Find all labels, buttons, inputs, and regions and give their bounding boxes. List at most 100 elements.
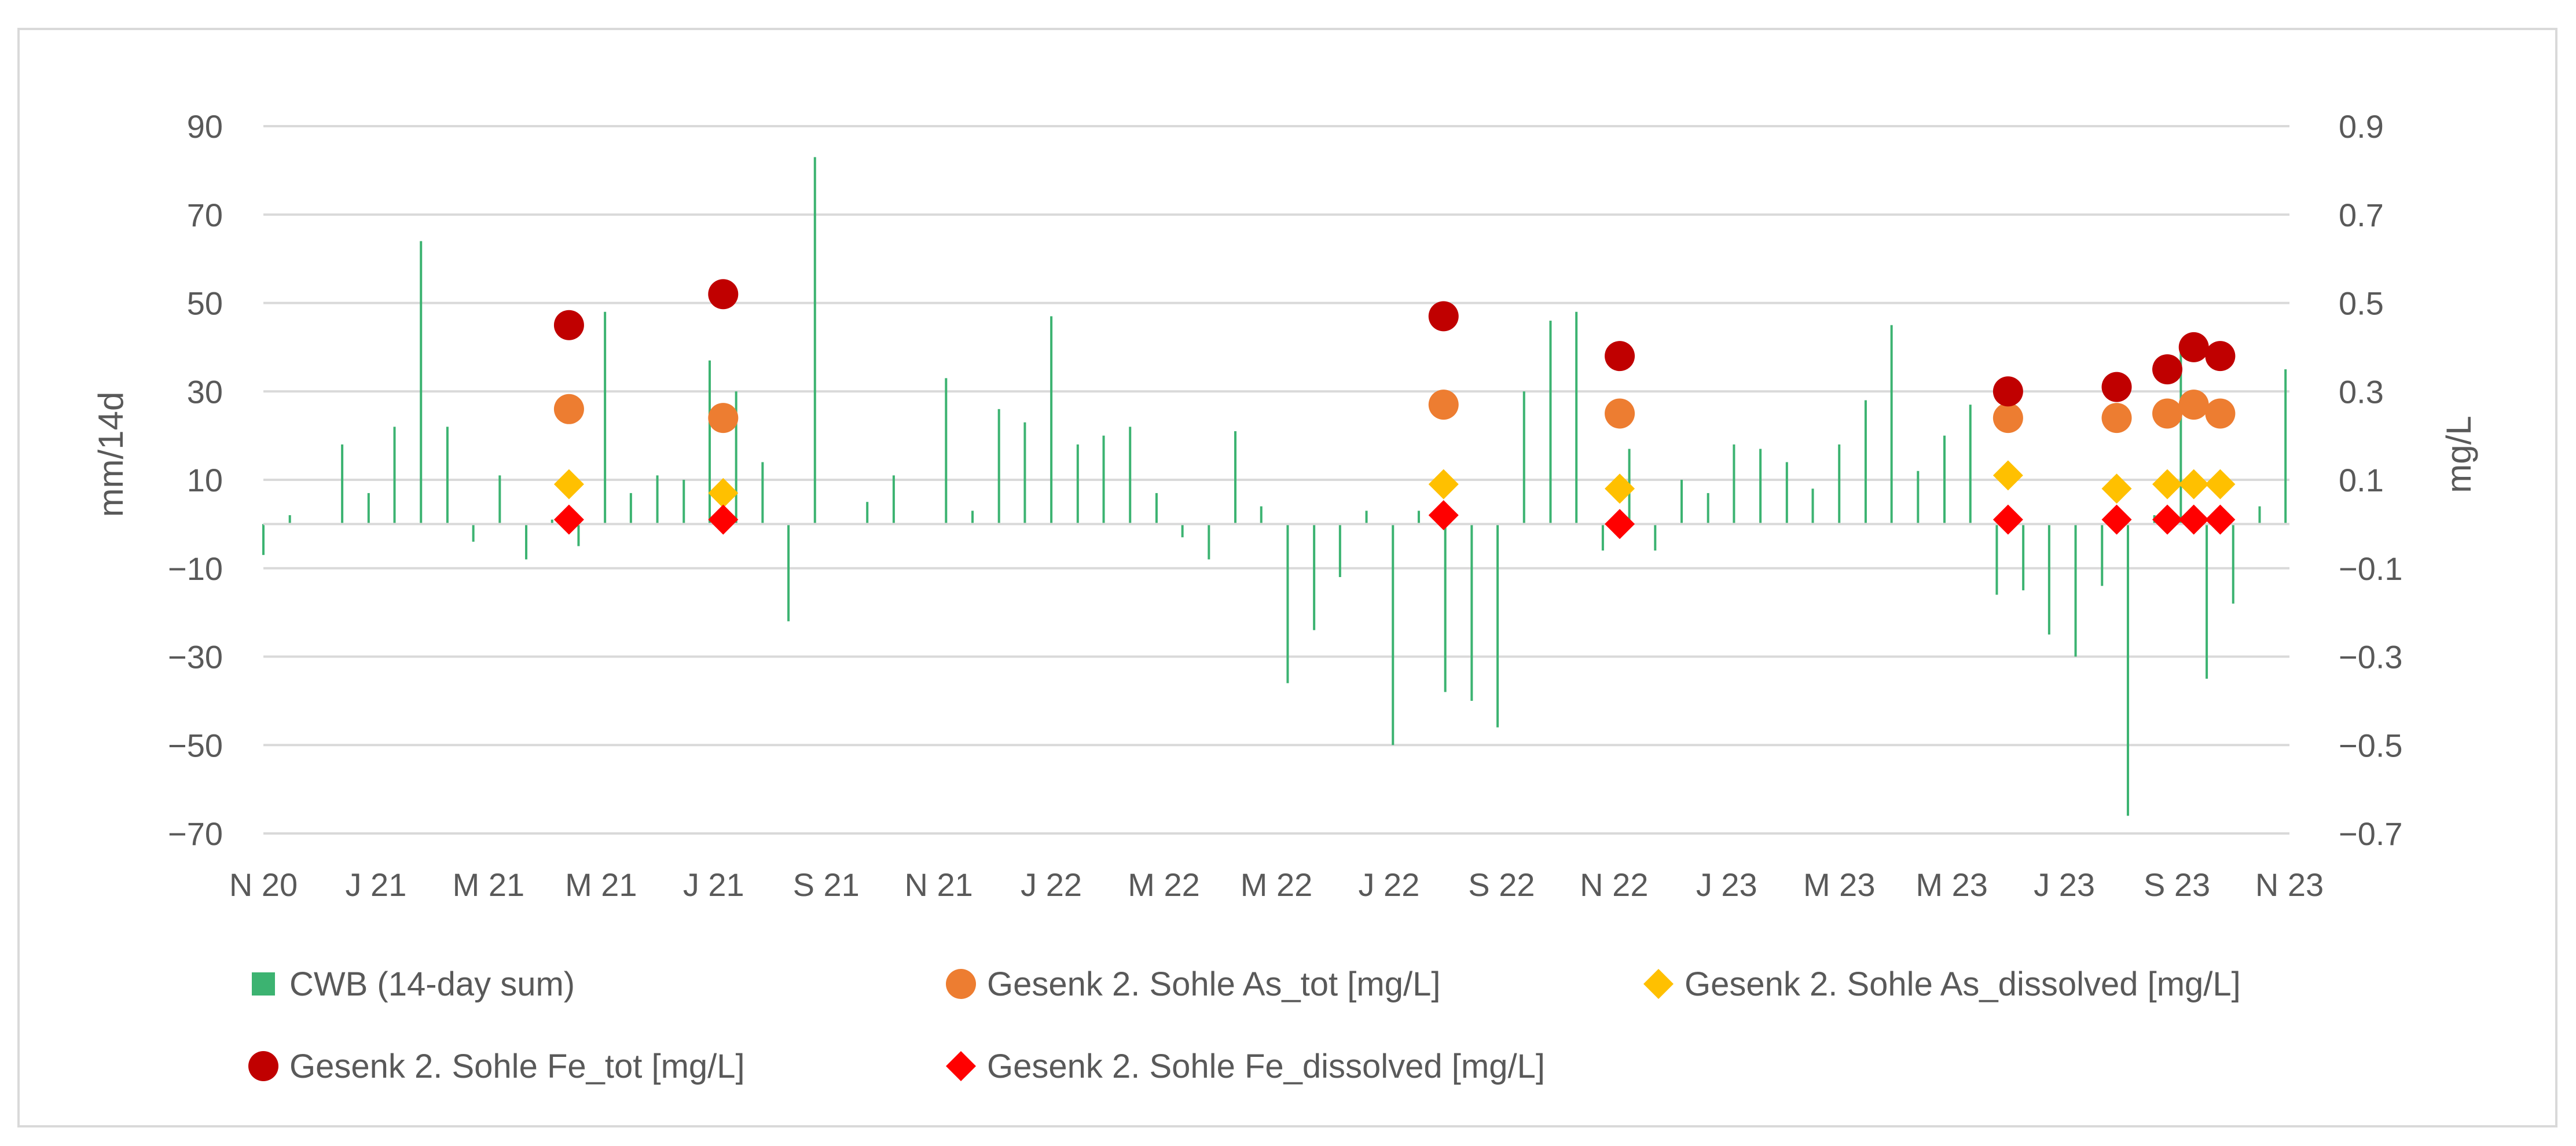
- left-axis-title: mm/14d: [91, 392, 130, 517]
- legend-swatch-0: [252, 972, 275, 996]
- cwb-bar: [1943, 435, 1946, 524]
- marker-series-3: [2152, 354, 2183, 385]
- cwb-bar: [813, 157, 816, 524]
- cwb-bar: [1417, 510, 1420, 524]
- cwb-bar: [1969, 405, 1972, 524]
- cwb-bar: [761, 462, 764, 524]
- cwb-bar: [446, 427, 449, 524]
- concentration-markers: [553, 279, 2236, 539]
- cwb-bar: [1522, 391, 1525, 524]
- marker-series-1: [2152, 398, 2183, 429]
- cwb-bar: [1365, 510, 1368, 524]
- marker-series-3: [1992, 376, 2023, 407]
- cwb-bar: [1470, 524, 1473, 701]
- cwb-bar: [577, 524, 580, 546]
- y2-tick-label: −0.3: [2339, 639, 2403, 675]
- x-tick-label: M 21: [565, 866, 637, 903]
- marker-series-4: [2205, 504, 2236, 535]
- marker-series-4: [1605, 509, 1635, 539]
- cwb-bar: [1076, 444, 1079, 524]
- cwb-bar: [1496, 524, 1499, 728]
- cwb-bar: [1995, 524, 1998, 595]
- marker-series-3: [708, 279, 739, 310]
- cwb-bar: [551, 519, 553, 524]
- marker-series-3: [2205, 341, 2236, 372]
- legend-label: Gesenk 2. Sohle As_dissolved [mg/L]: [1685, 965, 2241, 1003]
- marker-series-1: [2205, 398, 2236, 429]
- cwb-bars: [262, 157, 2289, 816]
- legend-label: Gesenk 2. Sohle Fe_tot [mg/L]: [289, 1048, 745, 1085]
- legend: CWB (14-day sum) Gesenk 2. Sohle As_tot […: [248, 965, 2241, 1085]
- cwb-bar: [498, 475, 501, 524]
- y-tick-label: −30: [168, 639, 223, 675]
- x-tick-label: S 21: [793, 866, 860, 903]
- legend-swatch-2: [1643, 969, 1674, 999]
- cwb-bar: [2101, 524, 2104, 586]
- cwb-bar: [1917, 471, 1920, 524]
- cwb-bar: [1129, 427, 1132, 524]
- marker-series-2: [553, 469, 584, 499]
- legend-label: Gesenk 2. Sohle Fe_dissolved [mg/L]: [987, 1048, 1545, 1085]
- x-axis-tick-labels: N 20 J 21 M 21 M 21 J 21 S 21 N 21 J 22 M 22 M 22…: [229, 866, 2324, 903]
- marker-series-1: [1428, 390, 1459, 420]
- marker-series-1: [1992, 403, 2023, 434]
- marker-series-4: [2152, 504, 2183, 535]
- marker-series-1: [2101, 403, 2132, 434]
- cwb-bar: [1392, 524, 1395, 745]
- y2-tick-label: 0.5: [2339, 285, 2384, 322]
- cwb-bar: [866, 502, 869, 524]
- marker-series-1: [1605, 398, 1635, 429]
- cwb-bar: [1838, 444, 1841, 524]
- cwb-bar: [2074, 524, 2077, 657]
- legend-label: CWB (14-day sum): [289, 965, 575, 1003]
- cwb-bar: [1733, 444, 1735, 524]
- x-tick-label: J 21: [346, 866, 407, 903]
- y-tick-label: −70: [168, 816, 223, 852]
- cwb-bar: [1444, 524, 1447, 692]
- y2-tick-label: 0.3: [2339, 373, 2384, 410]
- marker-series-4: [2101, 504, 2132, 535]
- x-tick-label: M 21: [453, 866, 525, 903]
- x-tick-label: M 22: [1128, 866, 1200, 903]
- marker-series-3: [1428, 301, 1459, 332]
- legend-swatch-1: [946, 969, 976, 999]
- cwb-bar: [1575, 311, 1578, 524]
- y-tick-label: 70: [187, 197, 223, 233]
- marker-series-4: [1428, 500, 1459, 531]
- cwb-bar: [288, 515, 291, 524]
- cwb-bar: [1234, 431, 1237, 524]
- cwb-bar: [787, 524, 790, 622]
- left-axis-tick-labels: 90 70 50 30 10 −10 −30 −50 −70: [168, 108, 223, 852]
- cwb-bar: [1654, 524, 1657, 551]
- legend-swatch-3: [248, 1051, 278, 1081]
- cwb-bar: [2206, 524, 2208, 679]
- y2-tick-label: −0.5: [2339, 727, 2403, 763]
- x-tick-label: N 22: [1580, 866, 1648, 903]
- cwb-bar: [1155, 493, 1158, 524]
- cwb-bar: [1680, 480, 1683, 524]
- x-tick-label: N 21: [905, 866, 973, 903]
- cwb-bar: [1785, 462, 1788, 524]
- cwb-bar: [1811, 488, 1814, 524]
- y-tick-label: −50: [168, 727, 223, 763]
- cwb-bar: [2232, 524, 2234, 604]
- cwb-bar: [1601, 524, 1604, 551]
- cwb-bar: [1260, 506, 1263, 524]
- cwb-bar: [341, 444, 344, 524]
- cwb-bar: [525, 524, 528, 560]
- x-tick-label: S 22: [1468, 866, 1535, 903]
- x-tick-label: J 23: [2034, 866, 2095, 903]
- marker-series-1: [708, 403, 739, 434]
- x-tick-label: N 23: [2255, 866, 2324, 903]
- cwb-bar: [1023, 422, 1026, 524]
- y2-tick-label: 0.9: [2339, 108, 2384, 145]
- cwb-bar: [1181, 524, 1184, 538]
- y2-tick-label: 0.1: [2339, 462, 2384, 498]
- marker-series-2: [1605, 473, 1635, 504]
- x-tick-label: J 23: [1696, 866, 1757, 903]
- cwb-bar: [2022, 524, 2025, 590]
- marker-series-2: [1428, 469, 1459, 499]
- cwb-bar: [472, 524, 475, 542]
- right-axis-title: mg/L: [2439, 416, 2478, 493]
- x-tick-label: M 23: [1803, 866, 1876, 903]
